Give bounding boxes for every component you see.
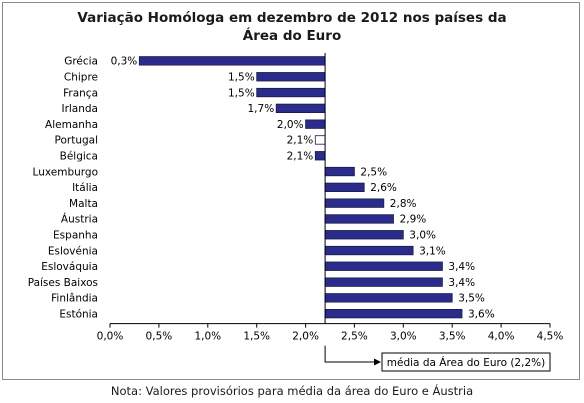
category-label-2: França <box>63 87 98 99</box>
category-label-4: Alemanha <box>45 119 98 131</box>
reference-leader-line <box>324 345 374 363</box>
reference-label-box <box>381 352 551 372</box>
value-label-5: 2,1% <box>287 135 314 147</box>
category-label-14: Países Baixos <box>28 277 98 289</box>
value-label-8: 2,6% <box>370 182 397 194</box>
chart-title-line-1: Variação Homóloga em dezembro de 2012 no… <box>77 10 506 26</box>
chart-title-line-2: Área do Euro <box>243 27 341 44</box>
value-label-6: 2,1% <box>287 151 314 163</box>
value-label-9: 2,8% <box>390 198 417 210</box>
x-tick-label-7: 3,5% <box>439 331 466 343</box>
bar-4 <box>305 119 326 129</box>
category-label-10: Áustria <box>61 213 98 226</box>
bar-12 <box>324 245 414 256</box>
value-label-14: 3,4% <box>448 277 475 289</box>
category-label-15: Finlândia <box>51 293 98 305</box>
x-tick-label-5: 2,5% <box>341 331 368 343</box>
value-label-0: 0,3% <box>111 56 138 68</box>
bar-10 <box>324 214 394 224</box>
value-label-13: 3,4% <box>448 261 475 273</box>
value-label-15: 3,5% <box>458 293 485 305</box>
category-label-7: Luxemburgo <box>33 166 98 178</box>
category-label-0: Grécia <box>64 56 98 68</box>
value-label-3: 1,7% <box>248 103 275 115</box>
bar-9 <box>324 198 385 208</box>
x-tick-label-4: 2,0% <box>292 331 319 343</box>
category-label-6: Bélgica <box>60 151 98 163</box>
bar-7 <box>324 166 355 177</box>
x-tick-label-1: 0,5% <box>146 331 173 343</box>
value-label-7: 2,5% <box>360 166 387 178</box>
bar-2 <box>256 87 326 98</box>
bar-16 <box>324 308 463 319</box>
value-label-16: 3,6% <box>468 309 495 321</box>
category-label-3: Irlanda <box>61 103 98 115</box>
category-label-16: Estónia <box>59 309 98 321</box>
category-label-11: Espanha <box>53 230 98 242</box>
bar-3 <box>275 103 326 113</box>
x-tick-label-0: 0,0% <box>97 331 124 343</box>
value-label-4: 2,0% <box>277 119 304 131</box>
bar-1 <box>256 72 326 82</box>
plot-area: Grécia 0,3% Chipre 1,5% França 1,5% Irlanda 1,7… <box>28 53 564 372</box>
category-label-9: Malta <box>69 198 98 210</box>
category-label-8: Itália <box>72 182 98 194</box>
value-label-11: 3,0% <box>409 230 436 242</box>
category-label-1: Chipre <box>64 72 98 84</box>
bar-13 <box>324 261 443 271</box>
bar-0 <box>138 56 326 66</box>
x-tick-label-8: 4,0% <box>488 331 515 343</box>
x-tick-label-6: 3,0% <box>390 331 417 343</box>
x-tick-label-3: 1,5% <box>243 331 270 343</box>
bar-8 <box>324 182 365 193</box>
category-label-5: Portugal <box>55 135 99 147</box>
bar-5 <box>314 135 326 145</box>
x-tick-label-2: 1,0% <box>194 331 221 343</box>
bar-11 <box>324 230 404 240</box>
footnote: Nota: Valores provisórios para média da … <box>110 384 474 398</box>
x-tick-label-9: 4,5% <box>537 331 564 343</box>
bar-chart: Variação Homóloga em dezembro de 2012 no… <box>28 10 564 372</box>
value-label-2: 1,5% <box>228 87 255 99</box>
reference-label: média da Área do Euro (2,2%) <box>387 356 545 369</box>
bar-15 <box>324 293 453 303</box>
value-label-12: 3,1% <box>419 245 446 257</box>
value-label-10: 2,9% <box>400 214 427 226</box>
bar-6 <box>314 151 326 161</box>
category-label-12: Eslovénia <box>48 245 98 257</box>
category-label-13: Eslováquia <box>41 261 98 273</box>
reference-arrowhead <box>374 358 381 366</box>
value-label-1: 1,5% <box>228 72 255 84</box>
bar-14 <box>324 277 443 287</box>
